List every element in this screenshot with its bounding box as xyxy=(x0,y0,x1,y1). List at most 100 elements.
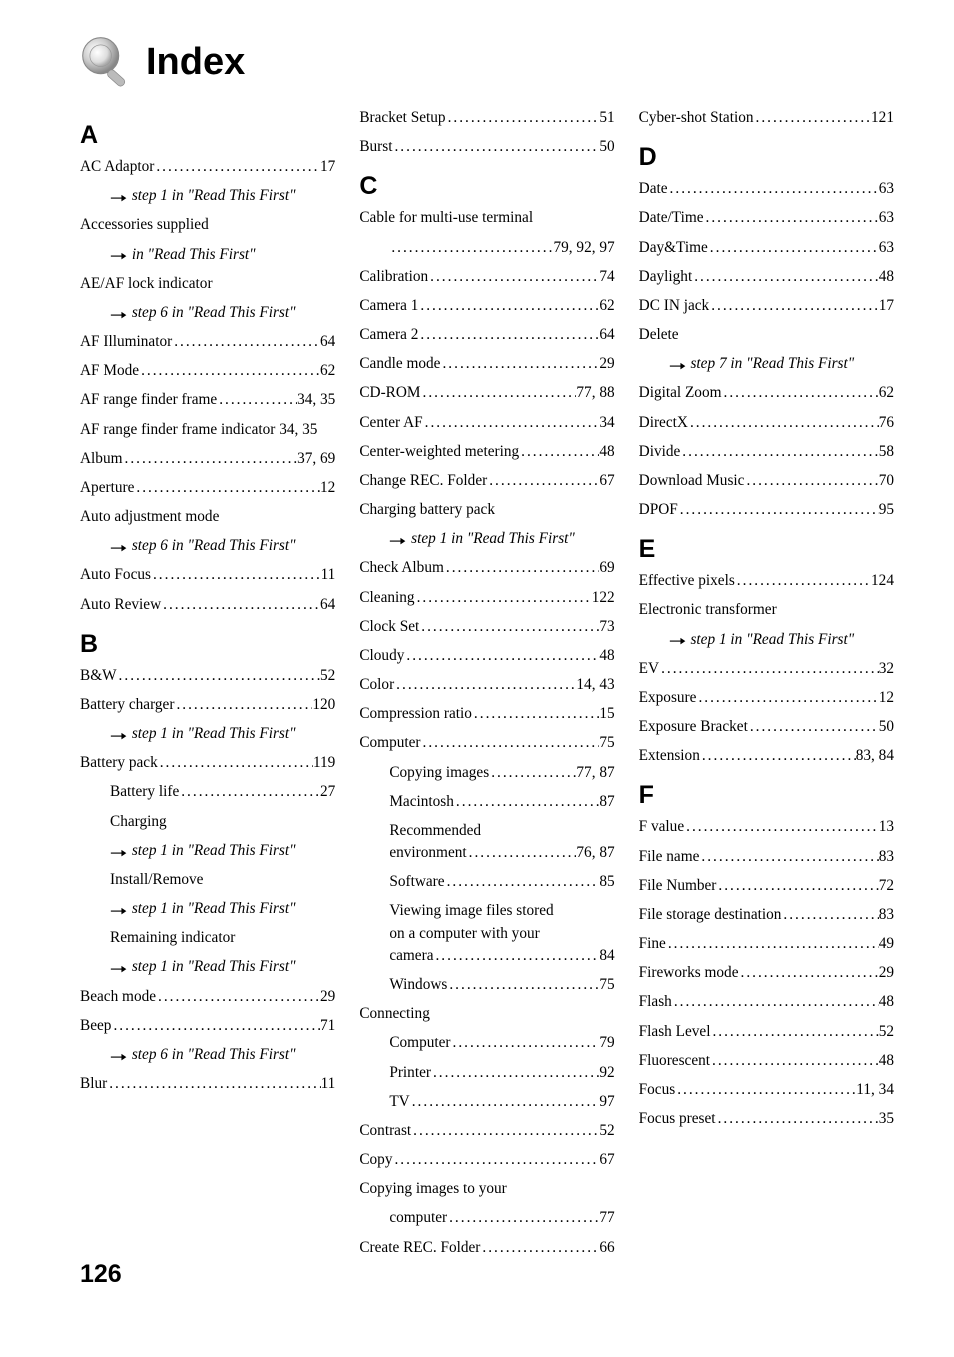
index-entry: Center-weighted metering................… xyxy=(359,441,614,463)
index-entry: step 1 in "Read This First" xyxy=(80,956,335,978)
index-entry: Install/Remove xyxy=(80,869,335,891)
index-entry: Computer................................… xyxy=(359,1032,614,1054)
index-entry: Download Music..........................… xyxy=(639,470,894,492)
index-entry: step 1 in "Read This First" xyxy=(80,898,335,920)
index-entry: Center AF...............................… xyxy=(359,412,614,434)
index-entry: Candle mode.............................… xyxy=(359,353,614,375)
index-entry: Contrast................................… xyxy=(359,1120,614,1142)
index-entry: step 6 in "Read This First" xyxy=(80,302,335,324)
index-entry: Calibration.............................… xyxy=(359,266,614,288)
index-entry: Change REC. Folder......................… xyxy=(359,470,614,492)
section-letter: F xyxy=(639,781,894,810)
index-entry: Electronic transformer xyxy=(639,599,894,621)
index-entry: AF Illuminator..........................… xyxy=(80,331,335,353)
index-entry: AC Adaptor..............................… xyxy=(80,156,335,178)
index-entry: Blur....................................… xyxy=(80,1073,335,1095)
index-entry: DPOF....................................… xyxy=(639,499,894,521)
index-entry: Copying images to your xyxy=(359,1178,614,1200)
index-column: Cyber-shot Station......................… xyxy=(639,107,894,1266)
index-entry: Battery pack............................… xyxy=(80,752,335,774)
magnifier-icon xyxy=(80,35,134,89)
index-entry: Daylight................................… xyxy=(639,266,894,288)
index-entry: Compression ratio.......................… xyxy=(359,703,614,725)
index-entry: Macintosh...............................… xyxy=(359,791,614,813)
index-entry: Divide..................................… xyxy=(639,441,894,463)
index-entry: Cable for multi-use terminal xyxy=(359,207,614,229)
section-letter: A xyxy=(80,121,335,150)
index-entry: step 7 in "Read This First" xyxy=(639,353,894,375)
index-entry: Day&Time................................… xyxy=(639,237,894,259)
index-entry: Exposure................................… xyxy=(639,687,894,709)
page-number: 126 xyxy=(80,1260,122,1289)
index-entry: Album...................................… xyxy=(80,448,335,470)
index-entry: Fine....................................… xyxy=(639,933,894,955)
index-entry: step 1 in "Read This First" xyxy=(80,723,335,745)
index-entry: Charging battery pack xyxy=(359,499,614,521)
index-entry: step 1 in "Read This First" xyxy=(80,840,335,862)
index-entry: AF Mode.................................… xyxy=(80,360,335,382)
index-entry: Battery charger.........................… xyxy=(80,694,335,716)
index-entry: Exposure Bracket........................… xyxy=(639,716,894,738)
index-entry: AF range finder frame...................… xyxy=(80,389,335,411)
index-entry: Color...................................… xyxy=(359,674,614,696)
index-entry: File name...............................… xyxy=(639,846,894,868)
index-entry: Viewing image files storedon a computer … xyxy=(359,900,614,967)
index-entry: Cyber-shot Station......................… xyxy=(639,107,894,129)
index-entry: in "Read This First" xyxy=(80,244,335,266)
index-entry: Flash Level.............................… xyxy=(639,1021,894,1043)
index-entry: Aperture................................… xyxy=(80,477,335,499)
index-entry: Printer.................................… xyxy=(359,1062,614,1084)
index-entry: Recommendedenvironment..................… xyxy=(359,820,614,864)
page-header: Index xyxy=(80,35,894,89)
index-entry: step 6 in "Read This First" xyxy=(80,535,335,557)
index-entry: Battery life............................… xyxy=(80,781,335,803)
index-entry: Auto adjustment mode xyxy=(80,506,335,528)
index-entry: CD-ROM..................................… xyxy=(359,382,614,404)
index-entry: Date....................................… xyxy=(639,178,894,200)
index-entry: Camera 1................................… xyxy=(359,295,614,317)
index-entry: DirectX.................................… xyxy=(639,412,894,434)
index-entry: Copy....................................… xyxy=(359,1149,614,1171)
index-entry: AF range finder frame indicator 34, 35 xyxy=(80,419,335,441)
index-entry: Accessories supplied xyxy=(80,214,335,236)
index-entry: F value.................................… xyxy=(639,816,894,838)
section-letter: D xyxy=(639,143,894,172)
index-entry: Cleaning................................… xyxy=(359,587,614,609)
index-entry: Check Album.............................… xyxy=(359,557,614,579)
index-entry: Extension...............................… xyxy=(639,745,894,767)
index-entry: ........................................… xyxy=(359,237,614,259)
index-entry: AE/AF lock indicator xyxy=(80,273,335,295)
section-letter: C xyxy=(359,172,614,201)
index-entry: DC IN jack..............................… xyxy=(639,295,894,317)
index-entry: computer................................… xyxy=(359,1207,614,1229)
index-entry: Focus preset............................… xyxy=(639,1108,894,1130)
section-letter: E xyxy=(639,535,894,564)
index-entry: File storage destination................… xyxy=(639,904,894,926)
index-entry: Beach mode..............................… xyxy=(80,986,335,1008)
index-entry: Date/Time...............................… xyxy=(639,207,894,229)
index-entry: Create REC. Folder......................… xyxy=(359,1237,614,1259)
index-entry: Windows.................................… xyxy=(359,974,614,996)
index-entry: EV......................................… xyxy=(639,658,894,680)
index-entry: B&W.....................................… xyxy=(80,665,335,687)
index-column: A AC Adaptor.............................… xyxy=(80,107,335,1266)
section-letter: B xyxy=(80,630,335,659)
index-entry: step 1 in "Read This First" xyxy=(359,528,614,550)
index-entry: Flash...................................… xyxy=(639,991,894,1013)
index-entry: step 1 in "Read This First" xyxy=(80,185,335,207)
index-entry: Camera 2................................… xyxy=(359,324,614,346)
index-entry: Charging xyxy=(80,811,335,833)
index-entry: Copying images..........................… xyxy=(359,762,614,784)
index-entry: Bracket Setup...........................… xyxy=(359,107,614,129)
index-entry: Beep....................................… xyxy=(80,1015,335,1037)
index-entry: Effective pixels........................… xyxy=(639,570,894,592)
index-entry: Fluorescent.............................… xyxy=(639,1050,894,1072)
index-entry: Cloudy..................................… xyxy=(359,645,614,667)
index-entry: Delete xyxy=(639,324,894,346)
index-entry: step 6 in "Read This First" xyxy=(80,1044,335,1066)
index-entry: Remaining indicator xyxy=(80,927,335,949)
index-entry: Focus...................................… xyxy=(639,1079,894,1101)
index-entry: Auto Focus..............................… xyxy=(80,564,335,586)
index-entry: Connecting xyxy=(359,1003,614,1025)
index-columns: A AC Adaptor.............................… xyxy=(80,107,894,1266)
